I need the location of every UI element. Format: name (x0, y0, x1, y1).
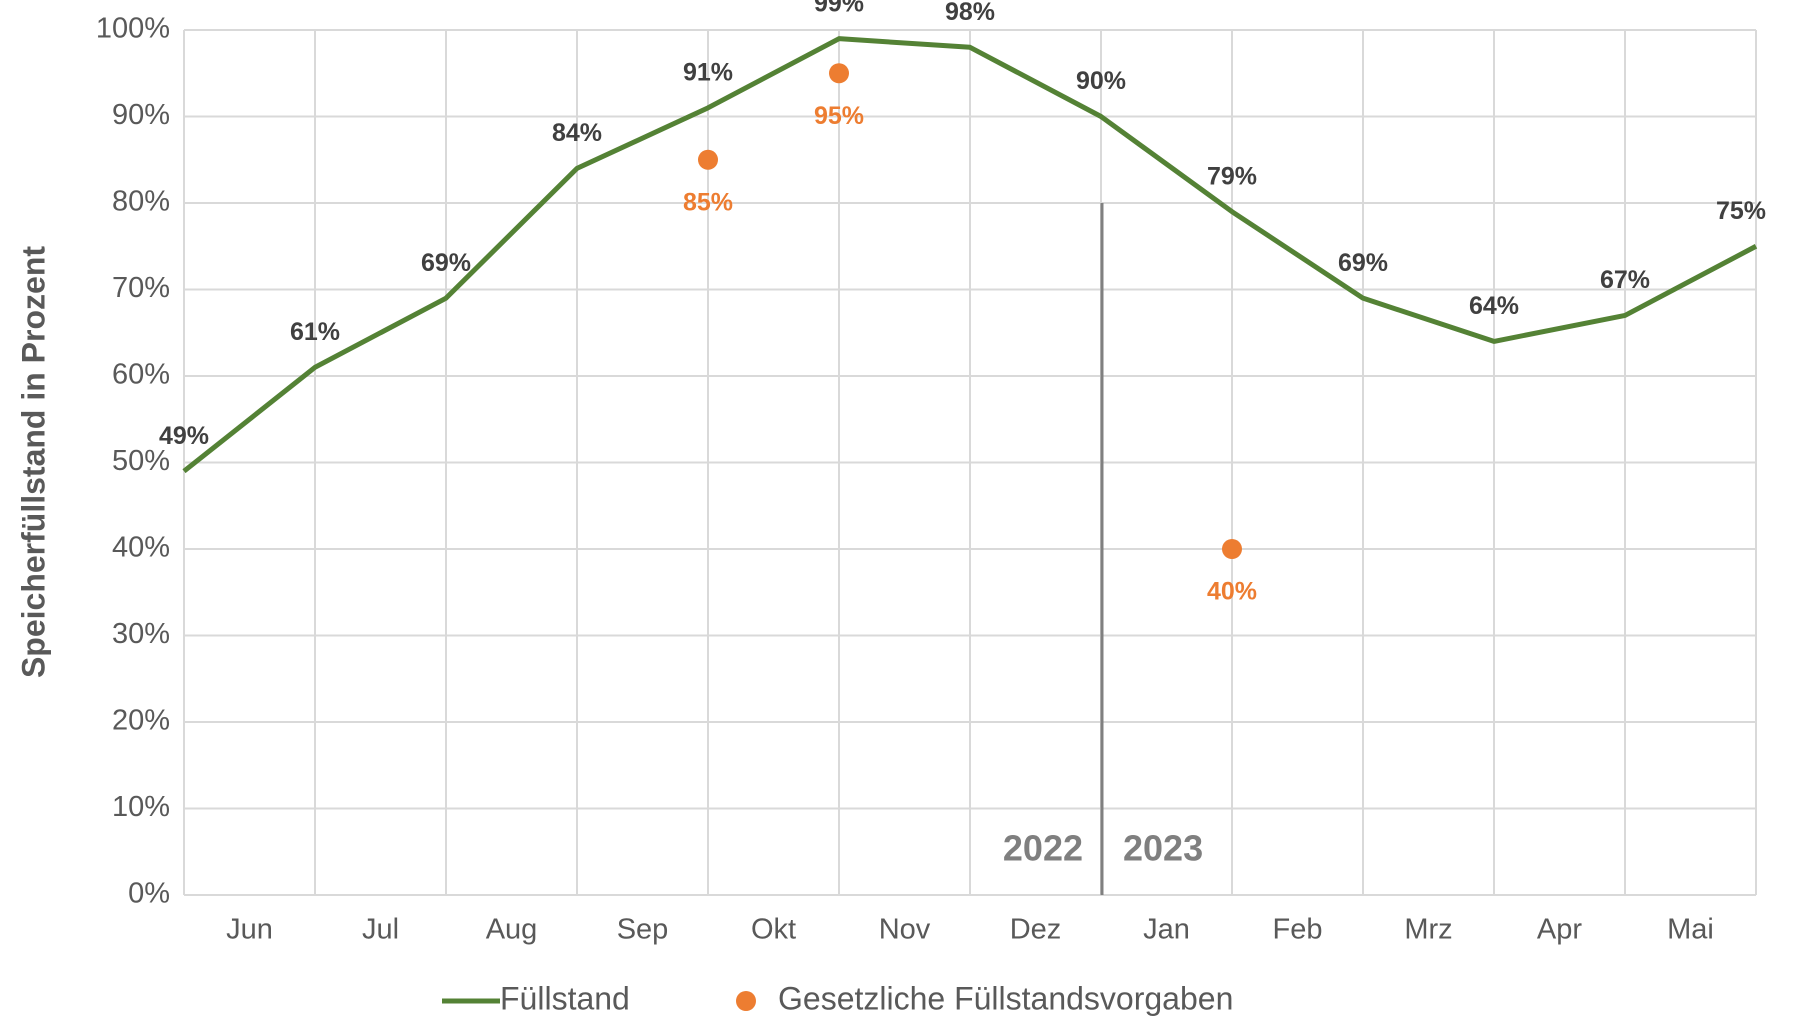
x-tick-label: Sep (617, 914, 669, 946)
x-tick-label: Feb (1273, 914, 1323, 946)
data-label: 85% (683, 188, 733, 216)
y-tick-label: 100% (96, 13, 170, 45)
legend-label: Füllstand (500, 980, 630, 1016)
data-label: 69% (1338, 249, 1388, 277)
y-tick-label: 20% (112, 705, 170, 737)
y-tick-label: 50% (112, 445, 170, 477)
y-tick-label: 10% (112, 791, 170, 823)
data-label: 64% (1469, 292, 1519, 320)
x-tick-label: Mai (1667, 914, 1714, 946)
x-tick-label: Mrz (1404, 914, 1452, 946)
x-tick-label: Jul (362, 914, 399, 946)
y-tick-label: 0% (128, 878, 170, 910)
y-tick-label: 90% (112, 99, 170, 131)
y-axis-label: Speicherfüllstand in Prozent (15, 246, 51, 678)
data-point (829, 63, 849, 84)
data-label: 49% (159, 422, 209, 450)
x-tick-label: Jan (1143, 914, 1190, 946)
x-tick-label: Okt (751, 914, 796, 946)
data-label: 95% (814, 102, 864, 130)
y-tick-label: 60% (112, 359, 170, 391)
x-tick-label: Aug (486, 914, 538, 946)
x-tick-label: Nov (879, 914, 931, 946)
data-label: 99% (814, 0, 864, 17)
x-tick-label: Jun (226, 914, 273, 946)
y-tick-label: 80% (112, 186, 170, 218)
data-point (1222, 539, 1242, 559)
year-label: 2023 (1123, 828, 1203, 869)
legend-label: Gesetzliche Füllstandsvorgaben (778, 980, 1233, 1016)
data-label: 84% (552, 119, 602, 147)
y-tick-label: 40% (112, 532, 170, 564)
data-label: 67% (1600, 266, 1650, 294)
data-label: 61% (290, 318, 340, 346)
data-label: 79% (1207, 162, 1257, 190)
y-tick-label: 30% (112, 618, 170, 650)
data-label: 75% (1716, 197, 1766, 225)
y-tick-label: 70% (112, 272, 170, 304)
data-label: 40% (1207, 578, 1257, 606)
legend-swatch (736, 991, 756, 1011)
x-tick-label: Dez (1010, 914, 1062, 946)
data-label: 90% (1076, 67, 1126, 95)
x-tick-label: Apr (1537, 914, 1582, 946)
data-label: 69% (421, 249, 471, 277)
data-label: 91% (683, 58, 733, 86)
year-label: 2022 (1003, 828, 1083, 869)
data-label: 98% (945, 0, 995, 26)
data-point (698, 149, 718, 170)
data-line (182, 36, 1758, 474)
